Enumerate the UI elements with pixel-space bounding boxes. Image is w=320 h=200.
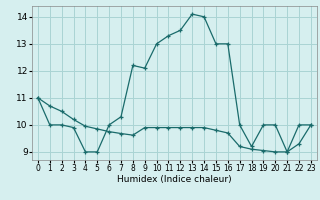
- X-axis label: Humidex (Indice chaleur): Humidex (Indice chaleur): [117, 175, 232, 184]
